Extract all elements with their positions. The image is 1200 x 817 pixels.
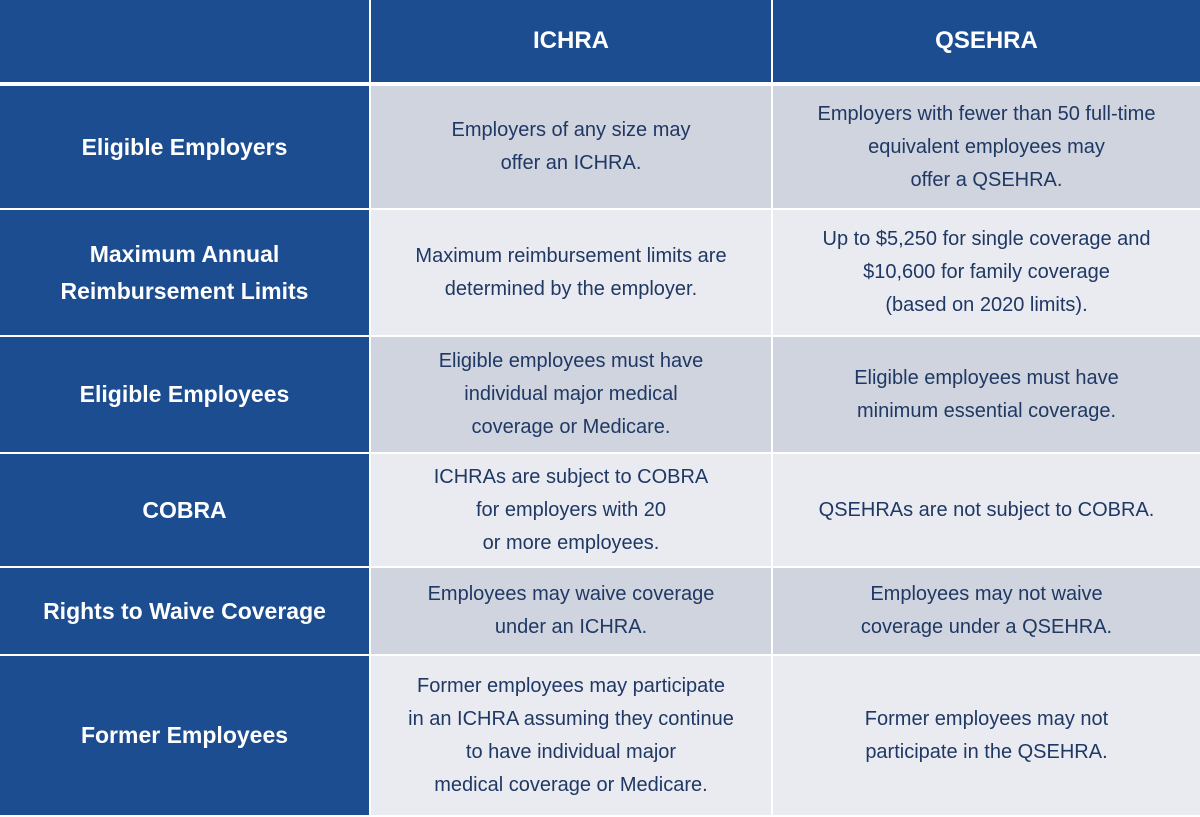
column-header-ichra-label: ICHRA xyxy=(533,27,609,54)
ichra-eligible-employees-cell: Eligible employees must have individual … xyxy=(371,337,773,454)
cell-text: Employees may not waive coverage under a… xyxy=(860,583,1113,638)
cell-text: Former employees may participate in an I… xyxy=(408,674,734,796)
row-label-text: Rights to Waive Coverage xyxy=(43,597,326,624)
column-header-ichra: ICHRA xyxy=(371,0,773,86)
qsehra-eligible-employees-cell: Eligible employees must have minimum ess… xyxy=(773,337,1200,454)
row-label-eligible-employees: Eligible Employees xyxy=(0,337,371,454)
qsehra-rights-to-waive-cell: Employees may not waive coverage under a… xyxy=(773,568,1200,656)
cell-text: Former employees may not participate in … xyxy=(864,707,1109,763)
qsehra-max-reimbursement-cell: Up to $5,250 for single coverage and $10… xyxy=(773,210,1200,337)
cell-text: Up to $5,250 for single coverage and $10… xyxy=(822,228,1151,316)
column-header-qsehra-label: QSEHRA xyxy=(935,27,1038,54)
cell-text: Employers of any size may offer an ICHRA… xyxy=(451,119,691,174)
cell-text: Eligible employees must have individual … xyxy=(438,350,704,438)
cell-text: Eligible employees must have minimum ess… xyxy=(854,366,1119,422)
row-label-text: COBRA xyxy=(142,496,227,523)
cell-text: Employers with fewer than 50 full-time e… xyxy=(817,102,1156,191)
header-corner-cell xyxy=(0,0,371,86)
row-label-max-reimbursement: Maximum Annual Reimbursement Limits xyxy=(0,210,371,337)
row-label-cobra: COBRA xyxy=(0,454,371,568)
row-label-former-employees: Former Employees xyxy=(0,656,371,817)
row-label-text: Eligible Employers xyxy=(81,133,288,160)
qsehra-former-employees-cell: Former employees may not participate in … xyxy=(773,656,1200,817)
cell-text: Employees may waive coverage under an IC… xyxy=(427,583,715,638)
row-label-eligible-employers: Eligible Employers xyxy=(0,86,371,210)
ichra-cobra-cell: ICHRAs are subject to COBRA for employer… xyxy=(371,454,773,568)
row-label-text: Eligible Employees xyxy=(79,381,290,407)
qsehra-cobra-cell: QSEHRAs are not subject to COBRA. xyxy=(773,454,1200,568)
ichra-rights-to-waive-cell: Employees may waive coverage under an IC… xyxy=(371,568,773,656)
row-label-rights-to-waive: Rights to Waive Coverage xyxy=(0,568,371,656)
column-header-qsehra: QSEHRA xyxy=(773,0,1200,86)
row-label-text: Former Employees xyxy=(80,722,289,748)
qsehra-eligible-employers-cell: Employers with fewer than 50 full-time e… xyxy=(773,86,1200,210)
ichra-eligible-employers-cell: Employers of any size may offer an ICHRA… xyxy=(371,86,773,210)
cell-text: Maximum reimbursement limits are determi… xyxy=(415,244,727,300)
ichra-max-reimbursement-cell: Maximum reimbursement limits are determi… xyxy=(371,210,773,337)
cell-text: ICHRAs are subject to COBRA for employer… xyxy=(433,465,709,554)
cell-text: QSEHRAs are not subject to COBRA. xyxy=(818,498,1155,521)
row-label-text: Maximum Annual Reimbursement Limits xyxy=(60,240,309,304)
ichra-former-employees-cell: Former employees may participate in an I… xyxy=(371,656,773,817)
